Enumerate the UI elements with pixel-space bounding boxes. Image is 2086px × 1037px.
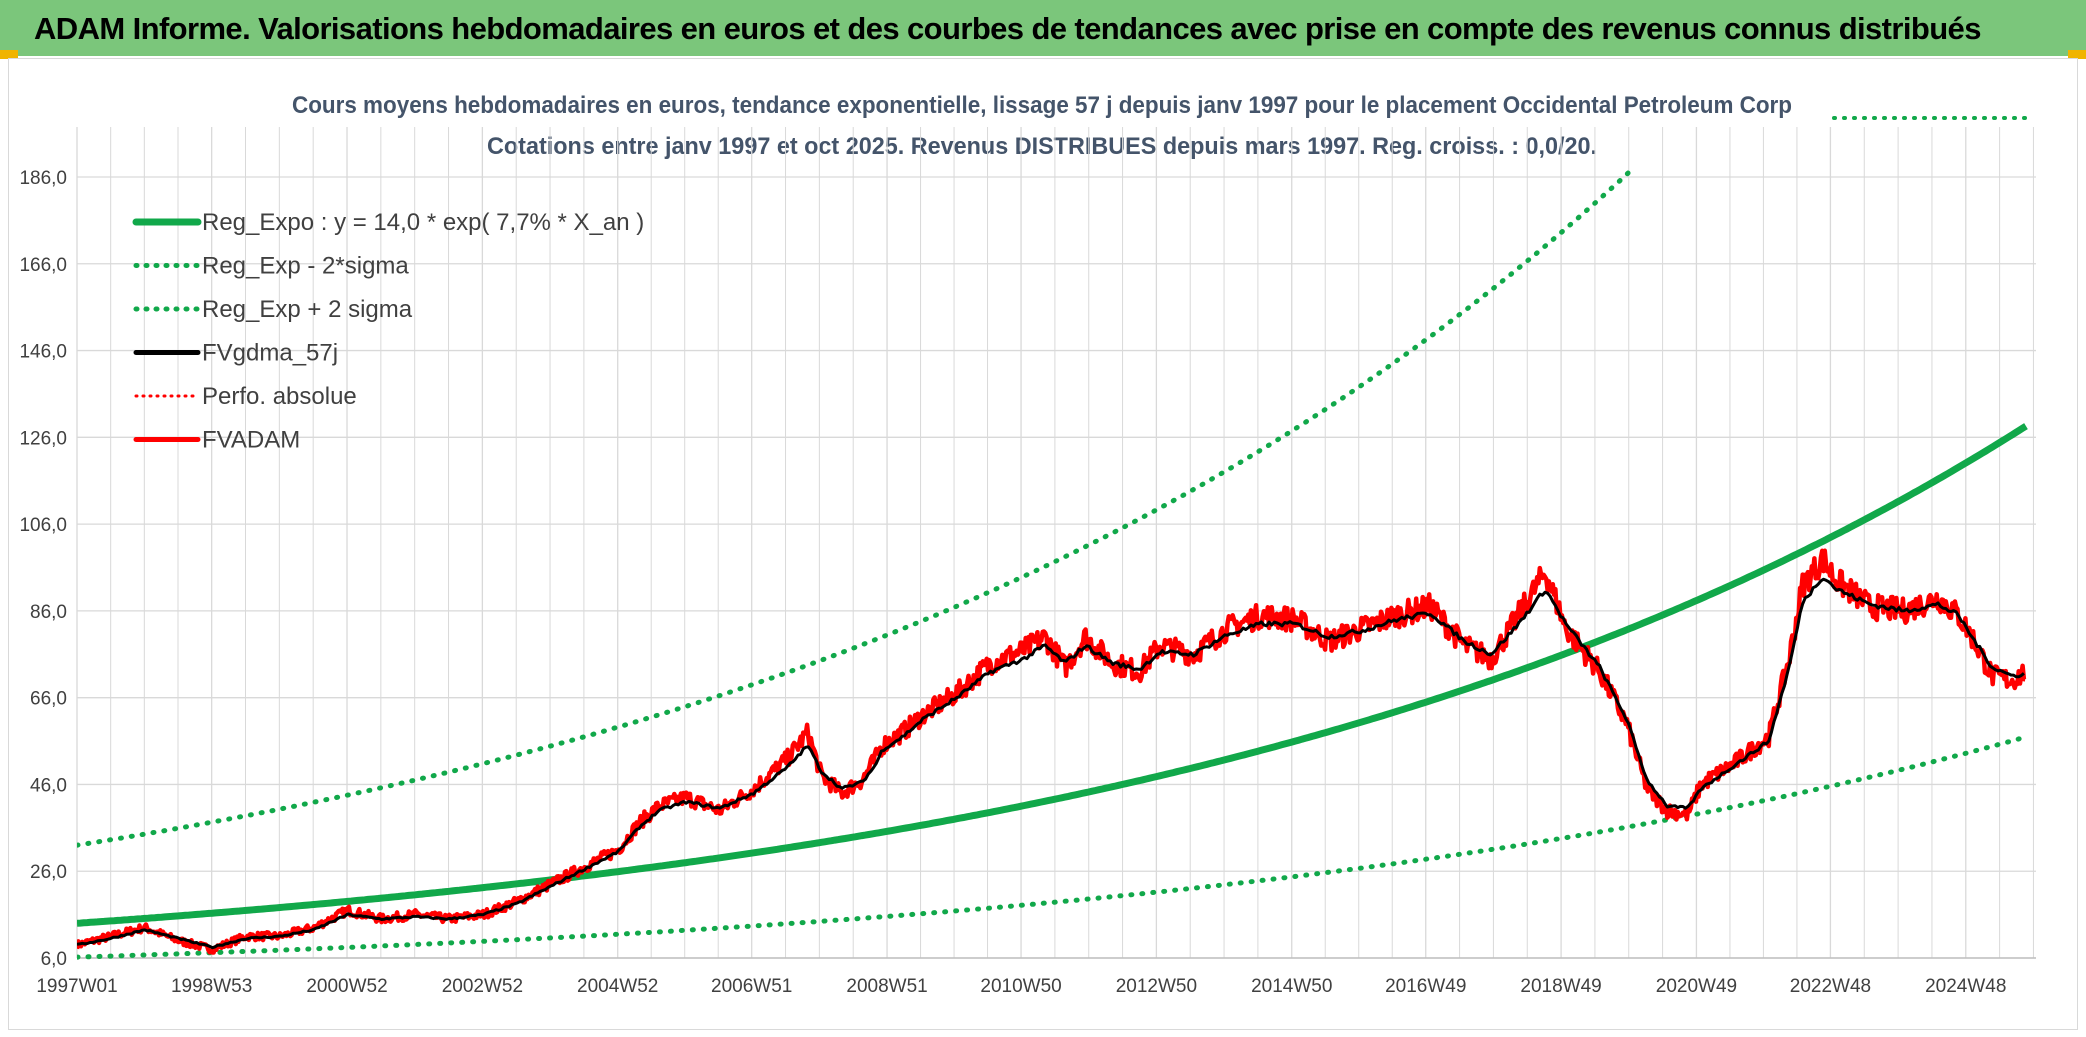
chart-title: Cours moyens hebdomadaires en euros, ten… xyxy=(292,92,1792,119)
chart-frame xyxy=(8,58,2078,1030)
x-tick-label: 2016W49 xyxy=(1385,976,1466,997)
regression-line xyxy=(77,423,2028,927)
legend-label: Reg_Expo : y = 14,0 * exp( 7,7% * X_an ) xyxy=(202,209,644,236)
x-tick-label: 2012W50 xyxy=(1116,976,1197,997)
y-tick-label: 86,0 xyxy=(30,602,67,623)
legend-label: FVgdma_57j xyxy=(202,340,338,367)
x-tick-label: 2022W48 xyxy=(1790,976,1871,997)
x-tick-label: 2018W49 xyxy=(1520,976,1601,997)
upper-sigma-line xyxy=(77,169,1637,848)
y-tick-label: 186,0 xyxy=(19,168,67,189)
y-tick-label: 166,0 xyxy=(19,255,67,276)
axis-tick-labels: 6,0 26,0 46,0 66,0 86,0 106,0 126,0 146,0 166,0 1… xyxy=(19,168,2006,997)
grid-lines xyxy=(76,127,2036,959)
y-tick-label: 106,0 xyxy=(19,515,67,536)
x-tick-label: 2014W50 xyxy=(1251,976,1332,997)
series-lines xyxy=(77,116,2029,960)
x-tick-label: 2020W49 xyxy=(1656,976,1737,997)
report-banner: ADAM Informe. Valorisations hebdomadaire… xyxy=(0,0,2086,56)
legend-label: Perfo. absolue xyxy=(202,383,357,410)
legend-label: Reg_Exp - 2*sigma xyxy=(202,253,409,280)
y-tick-label: 46,0 xyxy=(30,775,67,796)
x-tick-label: 2004W52 xyxy=(577,976,658,997)
y-tick-label: 66,0 xyxy=(30,689,67,710)
y-tick-label: 126,0 xyxy=(19,428,67,449)
x-tick-label: 2008W51 xyxy=(846,976,927,997)
x-tick-label: 1997W01 xyxy=(36,976,117,997)
y-tick-label: 26,0 xyxy=(30,862,67,883)
banner-corner-right xyxy=(2068,50,2086,59)
legend-label: FVADAM xyxy=(202,427,300,454)
y-tick-label: 146,0 xyxy=(19,342,67,363)
clipped-series xyxy=(77,169,2029,960)
y-tick-label: 6,0 xyxy=(41,949,67,970)
chart-legend: Reg_Expo : y = 14,0 * exp( 7,7% * X_an )… xyxy=(132,209,644,454)
x-tick-label: 2010W50 xyxy=(980,976,1061,997)
x-tick-label: 2000W52 xyxy=(306,976,387,997)
chart-subtitle: Cotations entre janv 1997 et oct 2025. R… xyxy=(487,133,1597,160)
legend-label: Reg_Exp + 2 sigma xyxy=(202,296,413,323)
smoothed-line xyxy=(77,577,2025,950)
lower-sigma-line xyxy=(77,734,2029,960)
banner-corner-left xyxy=(0,50,18,59)
x-tick-label: 2006W51 xyxy=(711,976,792,997)
x-tick-label: 2002W52 xyxy=(442,976,523,997)
x-tick-label: 2024W48 xyxy=(1925,976,2006,997)
x-tick-label: 1998W53 xyxy=(171,976,252,997)
